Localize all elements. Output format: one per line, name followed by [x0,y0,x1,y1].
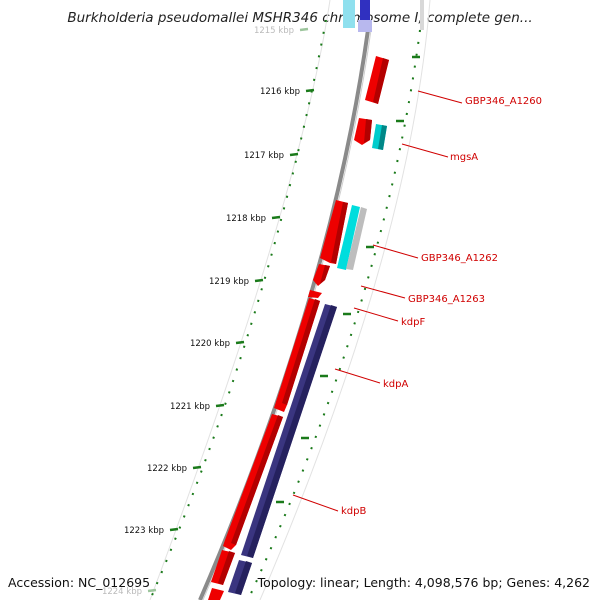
gene-label-leader [334,368,381,384]
ruler-tick [169,527,179,532]
gene-label-leader [292,494,339,512]
ruler-label: 1223 kbp [124,526,164,536]
ruler-label: 1215 kbp [254,26,294,36]
gene-label-leader [417,90,463,104]
ruler-tick [192,465,202,470]
summary-text: Topology: linear; Length: 4,098,576 bp; … [257,575,590,590]
gene-label[interactable]: kdpB [341,506,366,517]
outer-ruler-track [149,19,327,600]
gene-red-bottom-shade [218,551,235,585]
gene-cyan-top [343,0,355,28]
gene-red-last [208,588,224,600]
gene-label[interactable]: mgsA [450,152,478,163]
gene-label[interactable]: GBP346_A1260 [465,96,542,107]
gene-labels[interactable]: GBP346_A1260 mgsA GBP346_A1262 GBP346_A1263… [292,90,542,517]
ruler-label: 1216 kbp [260,87,300,97]
gene-lavender-top [358,20,372,32]
gene-label[interactable]: GBP346_A1262 [421,253,498,264]
gene-kdpf[interactable] [308,290,322,298]
gene-kdpa-shade [282,299,320,405]
ruler-tick [289,152,299,157]
gene-label[interactable]: kdpA [383,379,408,390]
gene-mgsa-shade [378,125,387,150]
gene-red-small-shade [364,119,372,143]
gene-kdpb-shade [247,305,337,558]
ruler-label: 1219 kbp [209,277,249,287]
inner-ticks [276,55,420,504]
gene-gbp346-a1262[interactable] [337,205,360,270]
gene-label-leader [401,143,449,158]
accession-text: Accession: NC_012695 [8,575,151,590]
gene-label-leader [353,307,399,322]
gene-label[interactable]: GBP346_A1263 [408,294,485,305]
ruler-label: 1220 kbp [190,339,230,349]
ruler-label: 1217 kbp [244,151,284,161]
ruler-tick [147,588,157,593]
gene-gbp346-a1260-shade [373,58,389,104]
gene-grey-1262 [346,207,367,270]
gene-blue-bottom-shade [235,561,252,595]
ruler-label: 1218 kbp [226,214,266,224]
gene-grey-top [420,0,424,30]
gene-blue-top [360,0,370,24]
gene-red-1262-shade [331,202,348,264]
gene-label[interactable]: kdpF [401,317,425,328]
gene-red-kdpb-shade [231,415,283,545]
ruler-ticks: 1215 kbp 1216 kbp 1217 kbp 1218 kbp 1219 kbp… [102,26,315,597]
map-title: Burkholderia pseudomallei MSHR346 chromo… [67,10,533,26]
map-band-outline-right [259,0,431,600]
ruler-tick [235,340,245,345]
gene-label-leader [360,285,406,299]
ruler-label: 1221 kbp [170,402,210,412]
ruler-tick [215,403,225,408]
ruler-label: 1222 kbp [147,464,187,474]
map-band-outline [149,0,331,600]
ruler-tick [254,278,264,283]
gene-label-leader [372,244,419,259]
ruler-tick [305,88,315,93]
ruler-label: 1224 kbp [102,587,142,597]
gene-gbp346-a1263-shade [320,265,330,284]
ruler-tick [299,27,309,32]
ruler-tick [271,215,281,220]
